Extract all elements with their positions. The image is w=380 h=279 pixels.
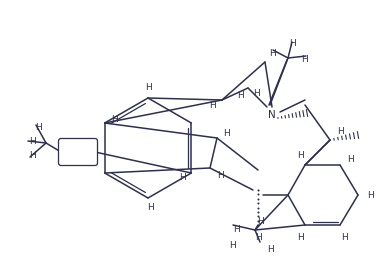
Text: H: H bbox=[145, 83, 151, 93]
Text: H: H bbox=[342, 232, 348, 242]
Text: H: H bbox=[255, 234, 261, 242]
Text: H: H bbox=[270, 49, 276, 57]
Text: H: H bbox=[297, 150, 303, 160]
Text: H: H bbox=[230, 240, 236, 249]
Text: Abs: Abs bbox=[70, 148, 86, 157]
Text: H: H bbox=[256, 218, 263, 227]
Text: H: H bbox=[347, 155, 353, 165]
Text: H: H bbox=[337, 128, 344, 136]
Text: H: H bbox=[147, 203, 154, 213]
Text: H: H bbox=[253, 88, 260, 97]
Text: H: H bbox=[179, 172, 186, 182]
Text: H: H bbox=[301, 56, 307, 64]
Text: H: H bbox=[297, 232, 303, 242]
Text: H: H bbox=[30, 151, 36, 160]
Text: H: H bbox=[35, 124, 41, 133]
Text: H: H bbox=[217, 172, 223, 181]
Text: H: H bbox=[111, 114, 118, 124]
Text: H: H bbox=[28, 136, 35, 146]
Text: H: H bbox=[209, 100, 215, 109]
Text: N: N bbox=[268, 110, 276, 120]
Text: H: H bbox=[290, 40, 296, 49]
Text: H: H bbox=[267, 246, 273, 254]
Text: H: H bbox=[237, 92, 243, 100]
Text: H: H bbox=[223, 129, 230, 138]
FancyBboxPatch shape bbox=[59, 138, 98, 165]
Text: H: H bbox=[234, 225, 241, 235]
Text: H: H bbox=[367, 191, 374, 199]
